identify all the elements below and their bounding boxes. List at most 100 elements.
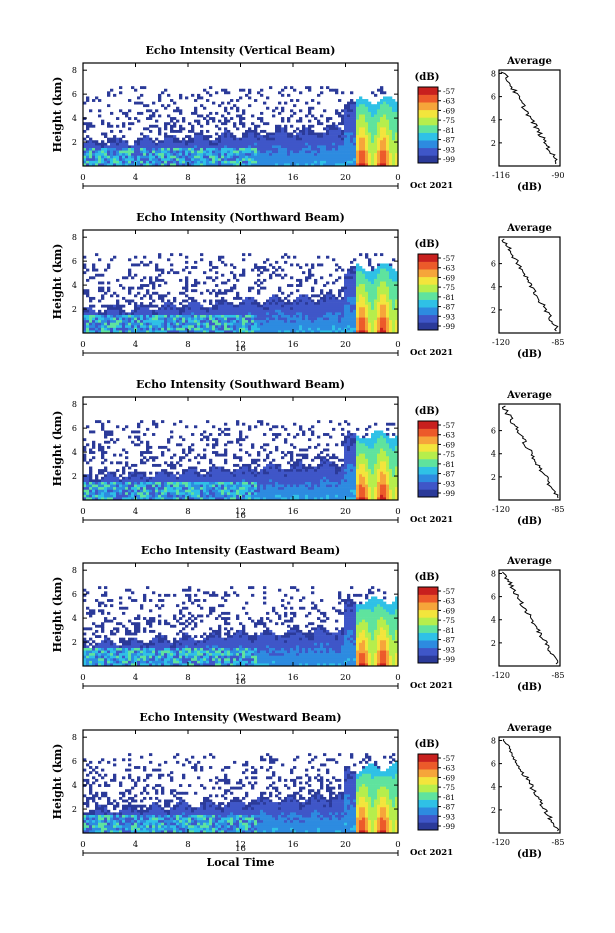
heatmap-cell [320,276,323,279]
heatmap-cell [356,266,359,269]
heatmap-cell [323,312,326,315]
heatmap-cell [383,263,386,266]
heatmap-cell [362,323,365,326]
heatmap-cell [239,115,242,118]
heatmap-cell [158,479,161,482]
heatmap-cell [104,325,107,328]
heatmap-cell [332,138,335,141]
heatmap-cell [146,443,149,446]
heatmap-cell [290,292,293,295]
heatmap-cell [164,133,167,136]
heatmap-cell [242,258,245,261]
heatmap-cell [377,140,380,143]
heatmap-cell [218,161,221,164]
average-y-tick-label: 2 [491,139,496,148]
heatmap-cell [392,115,395,118]
heatmap-cell [194,145,197,148]
heatmap-cell [125,487,128,490]
heatmap-cell [182,127,185,130]
heatmap-cell [377,271,380,274]
heatmap-cell [284,302,287,305]
heatmap-cell [101,485,104,488]
heatmap-cell [341,161,344,164]
heatmap-cell [185,96,188,99]
heatmap-cell [203,135,206,138]
heatmap-cell [338,305,341,308]
heatmap-cell [377,156,380,159]
heatmap-cell [209,269,212,272]
heatmap-cell [386,143,389,146]
heatmap-cell [290,145,293,148]
heatmap-cell [236,307,239,310]
heatmap-cell [368,258,371,261]
heatmap-cell [362,120,365,123]
heatmap-cell [107,151,110,154]
heatmap-cell [194,120,197,123]
heatmap-cell [143,492,146,495]
heatmap-cell [320,307,323,310]
heatmap-cell [272,297,275,300]
heatmap-cell [182,485,185,488]
heatmap-cell [362,271,365,274]
heatmap-cell [197,318,200,321]
heatmap-cell [161,492,164,495]
heatmap-cell [386,287,389,290]
heatmap-cell [215,325,218,328]
heatmap-cell [203,271,206,274]
heatmap-cell [329,140,332,143]
heatmap-cell [245,469,248,472]
heatmap-cell [305,143,308,146]
heatmap-cell [284,492,287,495]
heatmap-cell [245,451,248,454]
heatmap-cell [272,469,275,472]
heatmap-cell [200,151,203,154]
heatmap-cell [320,320,323,323]
heatmap-cell [269,135,272,138]
heatmap-cell [335,158,338,161]
heatmap-cell [173,454,176,457]
heatmap-cell [110,490,113,493]
heatmap-cell [332,125,335,128]
heatmap-cell [140,297,143,300]
colorbar-swatch [418,307,438,315]
heatmap-cell [173,143,176,146]
heatmap-cell [233,140,236,143]
heatmap-cell [164,161,167,164]
heatmap-cell [290,492,293,495]
heatmap-cell [191,449,194,452]
heatmap-cell [224,477,227,480]
heatmap-cell [356,323,359,326]
heatmap-cell [284,320,287,323]
heatmap-cell [320,325,323,328]
heatmap-cell [221,292,224,295]
heatmap-cell [257,153,260,156]
heatmap-cell [146,485,149,488]
heatmap-cell [251,151,254,154]
heatmap-cell [383,96,386,99]
heatmap-cell [230,153,233,156]
heatmap-cell [392,135,395,138]
heatmap-cell [386,156,389,159]
heatmap-cell [332,145,335,148]
heatmap-cell [89,328,92,331]
heatmap-cell [215,153,218,156]
heatmap-cell [233,464,236,467]
heatmap-cell [332,325,335,328]
heatmap-cell [254,266,257,269]
heatmap-cell [179,96,182,99]
heatmap-cell [353,109,356,112]
heatmap-cell [119,461,122,464]
heatmap-cell [251,472,254,475]
heatmap-cell [200,307,203,310]
heatmap-cell [380,294,383,297]
heatmap-cell [329,133,332,136]
heatmap-cell [356,297,359,300]
heatmap-cell [296,133,299,136]
heatmap-cell [158,269,161,272]
heatmap-cell [368,143,371,146]
heatmap-cell [347,276,350,279]
heatmap-cell [155,318,158,321]
heatmap-cell [227,140,230,143]
heatmap-cell [176,315,179,318]
heatmap-cell [86,122,89,125]
